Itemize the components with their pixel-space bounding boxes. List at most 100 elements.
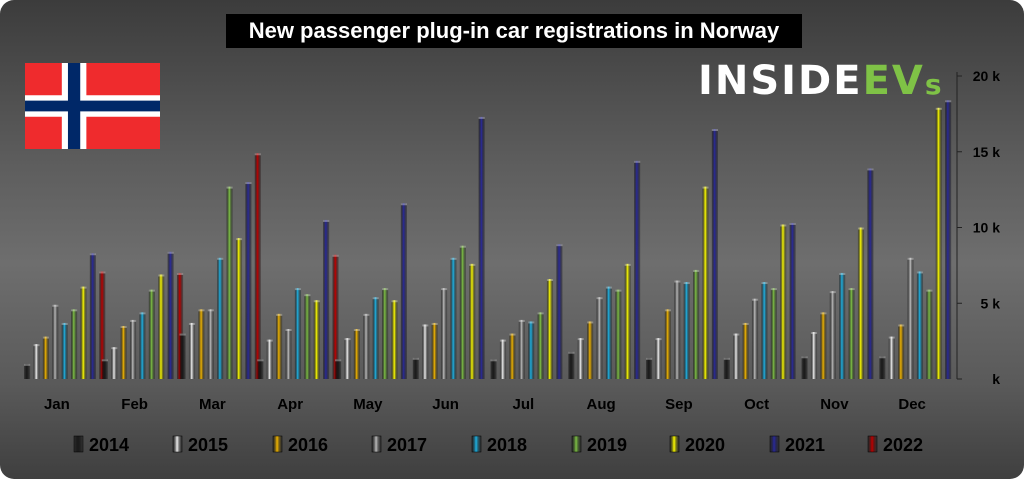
bar-highlight [129, 319, 137, 322]
bar-highlight [674, 280, 681, 283]
bar-jun-2017 [440, 288, 448, 379]
x-tick-label-dec: Dec [898, 396, 926, 413]
bar-feb-2022 [176, 272, 184, 379]
bar-highlight [879, 356, 886, 359]
legend-label-2018: 2018 [487, 435, 527, 455]
bar-mar-2017 [207, 309, 214, 379]
bar-aug-2021 [634, 160, 641, 379]
bar-highlight [179, 333, 186, 336]
legend-swatch-2015 [172, 435, 183, 453]
bar-highlight [711, 129, 718, 132]
bar-dec-2017 [907, 257, 914, 379]
bar-highlight [382, 288, 389, 291]
bar-feb-2018 [139, 312, 146, 379]
bar-highlight [257, 359, 264, 362]
bar-may-2015 [344, 338, 351, 379]
bar-highlight [857, 227, 865, 230]
legend-swatch-2021 [769, 435, 780, 453]
bar-jan-2018 [61, 322, 68, 379]
bar-highlight [266, 339, 273, 342]
bar-highlight [848, 288, 855, 291]
x-tick-label-jun: Jun [432, 396, 459, 413]
bar-highlight [907, 257, 914, 260]
bar-highlight [61, 322, 68, 325]
bar-highlight [829, 291, 836, 294]
bar-may-2014 [335, 359, 342, 379]
bar-jun-2014 [412, 357, 419, 379]
bar-highlight [820, 312, 827, 315]
legend-swatch-2020 [669, 435, 680, 453]
bar-highlight [810, 332, 818, 335]
bar-highlight [363, 313, 370, 316]
bar-sep-2016 [664, 309, 671, 379]
bar-sep-2014 [646, 357, 653, 379]
bar-feb-2015 [111, 347, 118, 379]
bar-highlight [99, 271, 106, 274]
x-tick-label-jul: Jul [513, 396, 535, 413]
bar-sep-2020 [702, 186, 709, 379]
bar-nov-2014 [801, 356, 808, 379]
bar-aug-2015 [577, 338, 584, 379]
bar-highlight [276, 313, 283, 316]
bar-jan-2017 [52, 304, 59, 379]
x-tick-label-sep: Sep [665, 396, 693, 413]
bar-highlight [226, 186, 233, 189]
bar-jun-2020 [469, 263, 476, 379]
bar-dec-2018 [916, 271, 924, 379]
bar-highlight [780, 224, 787, 227]
bar-highlight [52, 304, 59, 307]
bar-mar-2020 [235, 238, 243, 379]
bar-oct-2019 [770, 288, 777, 379]
chart-title: New passenger plug-in car registrations … [226, 14, 802, 48]
bar-oct-2018 [761, 282, 768, 379]
bar-oct-2016 [742, 322, 749, 379]
bar-dec-2021 [945, 100, 952, 380]
bar-highlight [556, 244, 563, 247]
legend-swatch-2014 [73, 435, 84, 453]
legend: 2014 2015 2016 2017 2018 2019 2020 2021 2022 [73, 435, 923, 455]
bar-oct-2021 [789, 222, 796, 379]
bar-highlight [323, 219, 330, 222]
legend-swatch-2017 [371, 435, 382, 453]
bar-highlight [412, 357, 419, 360]
bar-highlight [469, 263, 476, 266]
bar-highlight [733, 333, 740, 336]
bar-jan-2016 [42, 336, 49, 379]
legend-label-2021: 2021 [785, 435, 825, 455]
bar-highlight [587, 321, 594, 324]
legend-label-2017: 2017 [387, 435, 427, 455]
bar-nov-2020 [857, 227, 865, 379]
axis-layer: k 5 k 10 k 15 k 20 k Jan Feb Mar Apr May Jun Jul Aug… [44, 68, 1000, 413]
x-tick-label-apr: Apr [277, 396, 303, 413]
bar-highlight [723, 357, 730, 360]
bar-highlight [537, 312, 544, 315]
bar-highlight [198, 309, 205, 312]
bar-highlight [615, 289, 622, 292]
bar-dec-2019 [926, 289, 933, 379]
bar-mar-2019 [226, 186, 233, 379]
bar-highlight [335, 359, 342, 362]
bar-highlight [440, 288, 448, 291]
bar-highlight [634, 160, 641, 163]
bar-jan-2014 [24, 363, 31, 379]
bar-feb-2014 [101, 359, 108, 379]
legend-label-2020: 2020 [685, 435, 725, 455]
bar-highlight [254, 153, 261, 156]
bar-highlight [478, 116, 485, 119]
y-tick-label: 5 k [981, 295, 1001, 311]
bar-aug-2018 [605, 286, 613, 379]
legend-swatch-2022 [867, 435, 878, 453]
bar-highlight [546, 279, 554, 282]
x-tick-label-aug: Aug [587, 396, 616, 413]
bar-feb-2020 [158, 274, 165, 379]
bar-sep-2015 [655, 338, 662, 379]
bar-aug-2019 [615, 289, 622, 379]
bar-apr-2014 [257, 359, 264, 379]
bar-mar-2016 [198, 309, 205, 379]
bar-highlight [158, 274, 165, 277]
bar-apr-2019 [304, 294, 311, 379]
bar-highlight [655, 338, 662, 341]
bar-highlight [770, 288, 777, 291]
logo-text-b: EV [862, 58, 925, 104]
bar-jun-2021 [478, 116, 485, 379]
